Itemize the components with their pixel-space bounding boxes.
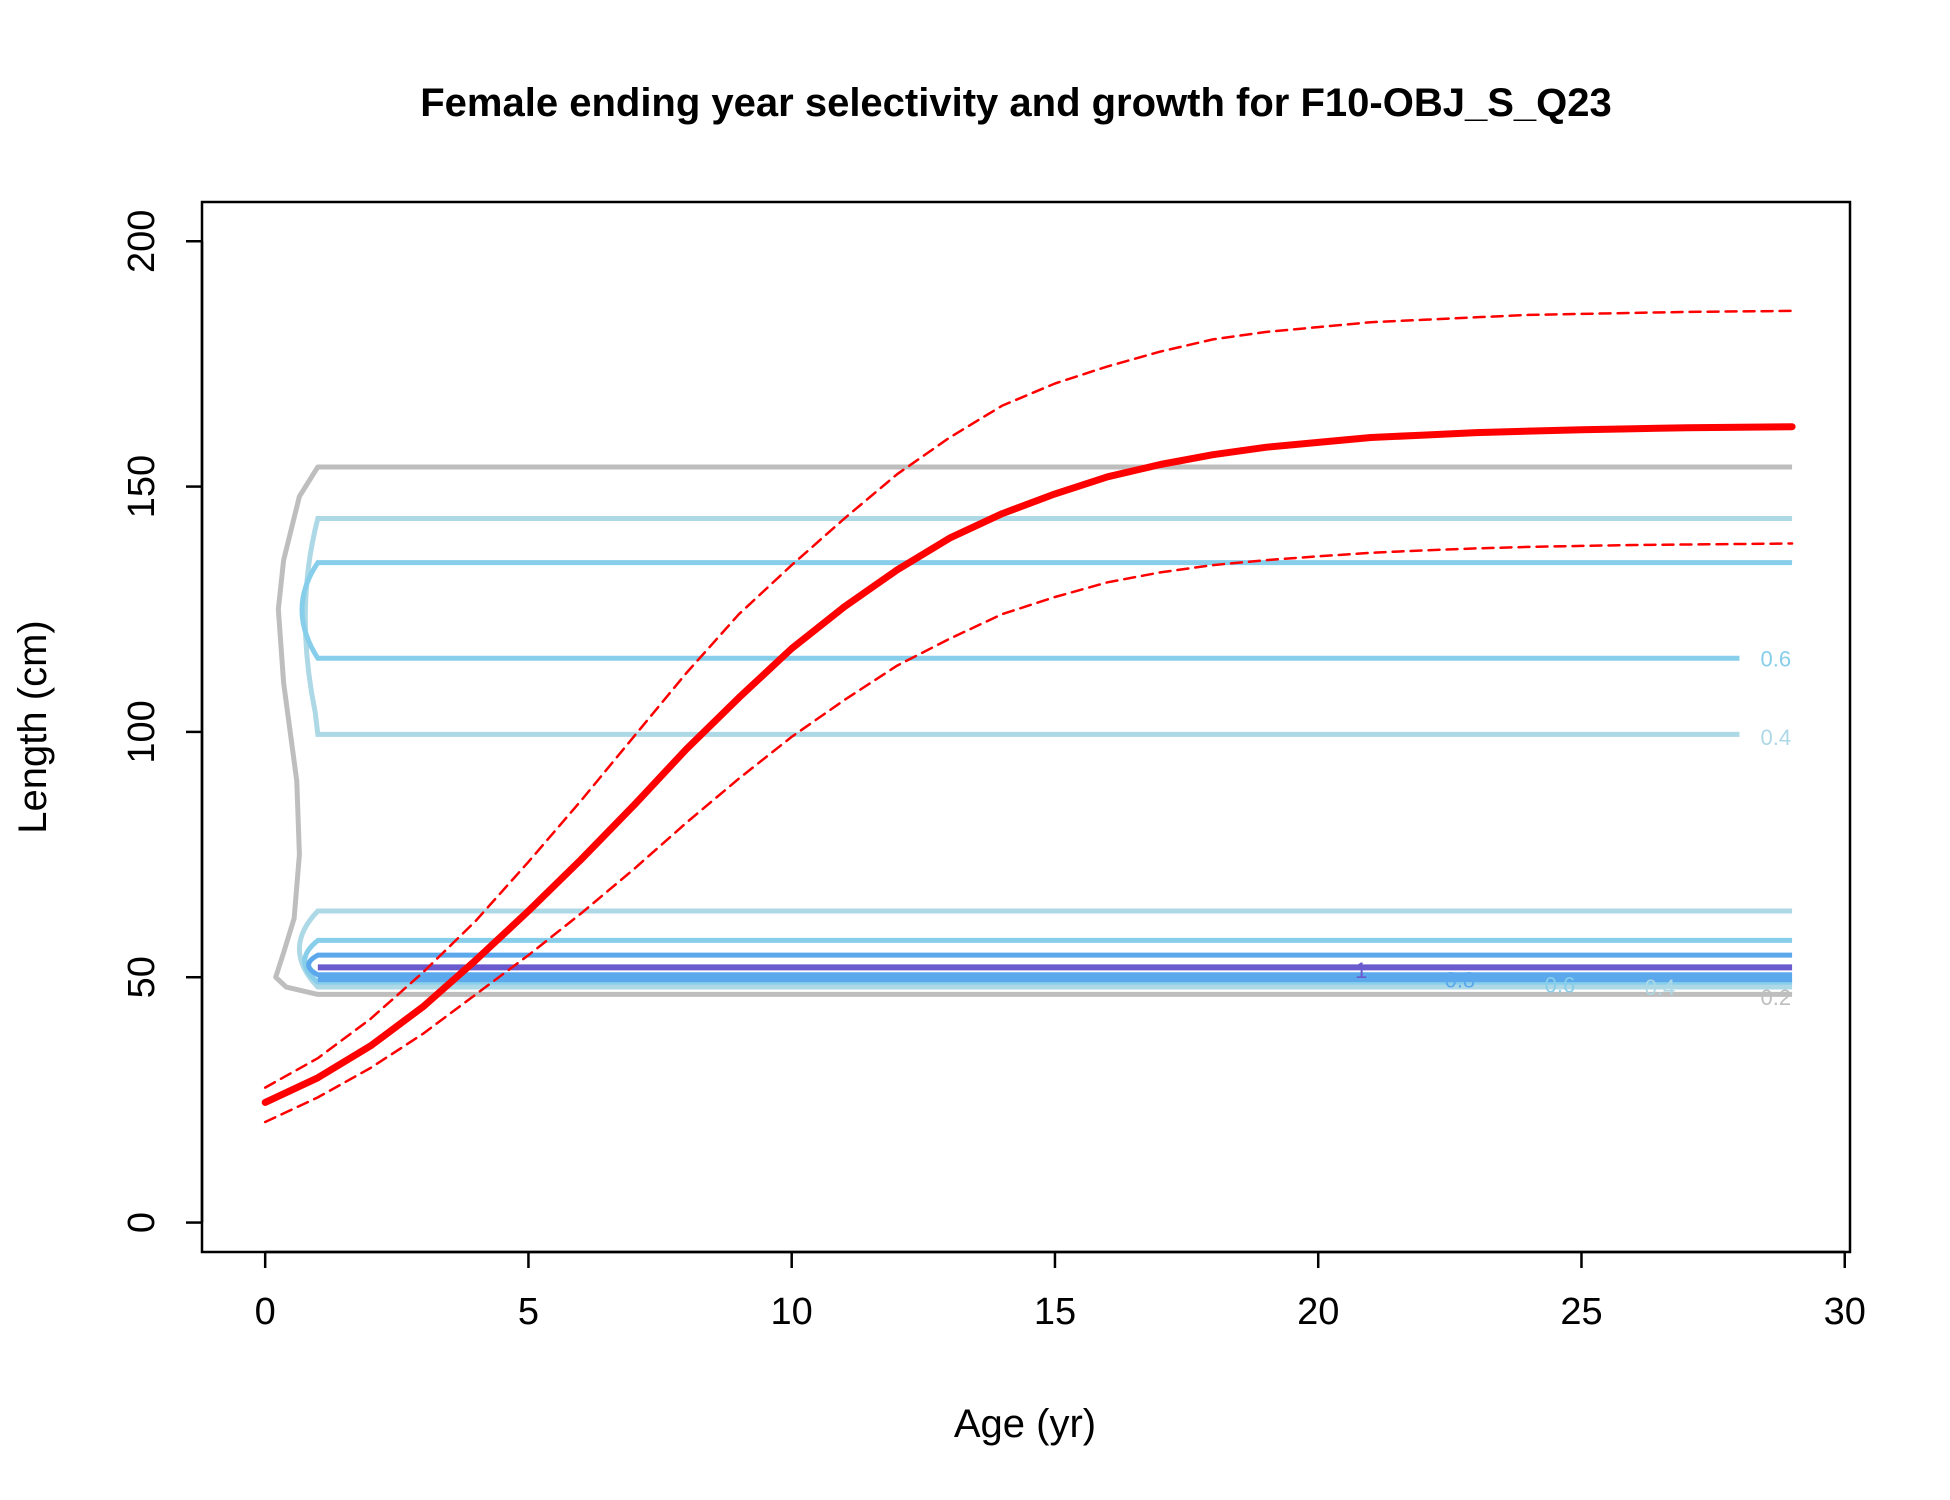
- contour-label-1: 1: [1355, 958, 1367, 983]
- contour-line-0.6: [302, 937, 1793, 985]
- growth-line-lower: [263, 542, 1794, 1124]
- y-tick-label: 0: [121, 1212, 163, 1233]
- contour-label-0.8: 0.8: [1445, 968, 1476, 993]
- chart-title: Female ending year selectivity and growt…: [420, 81, 1612, 125]
- contour-label-0.4: 0.4: [1760, 725, 1791, 750]
- growth-line-mean: [261, 423, 1796, 1106]
- y-tick-label: 100: [121, 700, 163, 763]
- x-tick-label: 5: [518, 1291, 539, 1333]
- y-tick-label: 150: [121, 455, 163, 518]
- x-axis: 0 5 10 15 20 25 30: [255, 1250, 1866, 1333]
- x-tick-label: 25: [1560, 1291, 1602, 1333]
- contour-label-0.6: 0.6: [1760, 646, 1791, 671]
- x-tick-label: 10: [771, 1291, 813, 1333]
- contour-line-0.2: [273, 464, 1793, 997]
- contour-label-0.6-lower: 0.6: [1545, 973, 1576, 998]
- x-tick-label: 15: [1034, 1291, 1076, 1333]
- contour-labels: 0.2 0.4 0.6 0.8 1 0.6 0.4: [1355, 646, 1791, 1010]
- contour-line-0.6-upper: [299, 560, 1793, 661]
- y-axis: 0 50 100 150 200: [121, 210, 204, 1233]
- contour-label-0.2: 0.2: [1760, 985, 1791, 1010]
- x-tick-label: 0: [255, 1291, 276, 1333]
- x-tick-label: 30: [1824, 1291, 1866, 1333]
- contour-line-0.4-upper: [302, 515, 1793, 737]
- growth-curves: [261, 309, 1796, 1124]
- selectivity-contours: [273, 464, 1793, 997]
- x-tick-label: 20: [1297, 1291, 1339, 1333]
- x-axis-label: Age (yr): [954, 1402, 1096, 1446]
- growth-line-upper: [263, 309, 1794, 1089]
- y-tick-label: 200: [121, 210, 163, 273]
- y-tick-label: 50: [121, 956, 163, 998]
- plot-frame: [200, 200, 1852, 1254]
- contour-line-0.8: [306, 952, 1793, 983]
- y-axis-label: Length (cm): [11, 620, 55, 833]
- contour-label-0.4-lower: 0.4: [1645, 975, 1676, 1000]
- contour-line-0.4: [296, 908, 1793, 990]
